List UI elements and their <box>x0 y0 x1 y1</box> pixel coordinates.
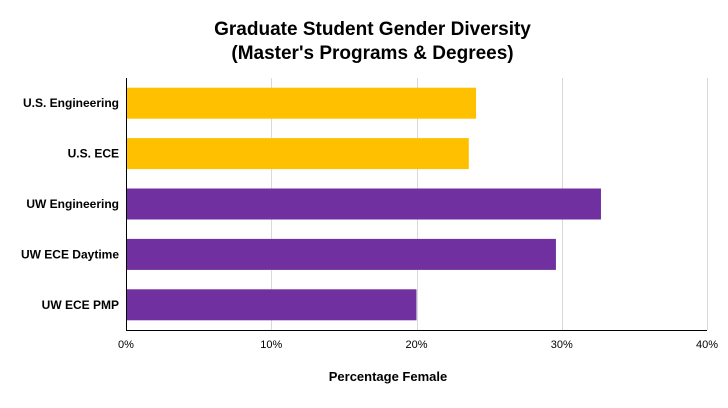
x-tick-label: 20% <box>405 339 427 351</box>
x-axis-label: Percentage Female <box>328 369 448 384</box>
bar <box>126 289 417 321</box>
y-category-label: UW ECE PMP <box>42 298 119 312</box>
x-tick-label: 10% <box>260 339 282 351</box>
bar <box>126 238 556 270</box>
bar <box>126 87 477 119</box>
y-category-label: UW Engineering <box>26 197 119 211</box>
bar <box>126 138 469 170</box>
y-category-label: U.S. Engineering <box>23 96 119 110</box>
x-tick-label: 40% <box>696 339 718 351</box>
chart-title: Graduate Student Gender Diversity (Maste… <box>0 18 728 66</box>
chart-title-line-2: (Master's Programs & Degrees) <box>231 43 514 64</box>
y-category-label: U.S. ECE <box>68 147 119 161</box>
chart-title-line-1: Graduate Student Gender Diversity <box>214 19 531 40</box>
x-tick-label: 30% <box>551 339 573 351</box>
bar <box>126 188 601 220</box>
x-tick-label: 0% <box>118 339 134 351</box>
y-category-label: UW ECE Daytime <box>21 247 119 261</box>
